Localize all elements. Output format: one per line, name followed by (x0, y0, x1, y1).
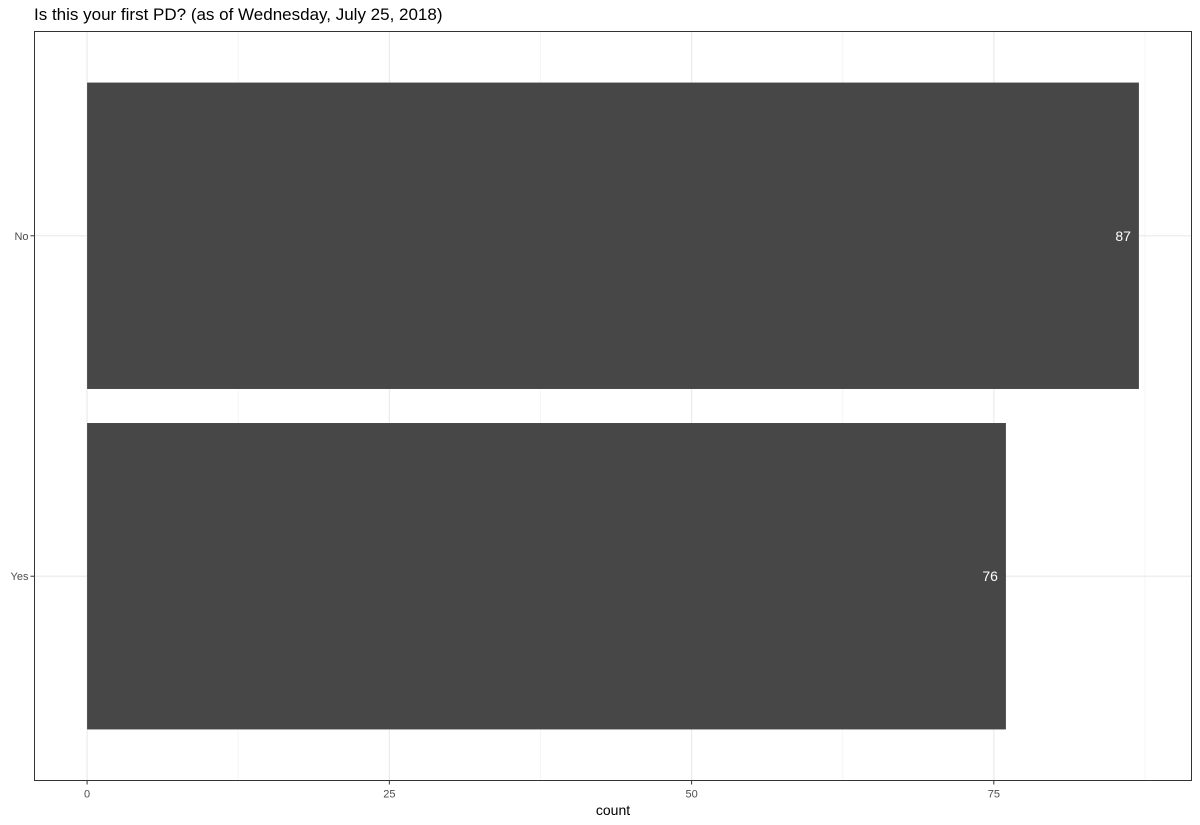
bar-yes (87, 423, 1006, 730)
x-tick-label: 25 (383, 789, 395, 801)
chart-title: Is this your first PD? (as of Wednesday,… (34, 5, 443, 24)
bar-label-no: 87 (1115, 228, 1131, 244)
y-tick-label-no: No (14, 231, 28, 243)
axes: 0 25 50 75 No Yes (11, 231, 1000, 801)
bar-labels: 87 76 (982, 228, 1131, 584)
x-tick-label: 0 (84, 789, 90, 801)
bar-no (87, 82, 1139, 389)
x-tick-label: 75 (988, 789, 1000, 801)
bars (87, 82, 1139, 730)
y-tick-label-yes: Yes (11, 571, 29, 583)
panel-border (34, 31, 1192, 781)
bar-label-yes: 76 (982, 568, 998, 584)
x-tick-label: 50 (685, 789, 697, 801)
x-axis-title: count (596, 802, 630, 818)
